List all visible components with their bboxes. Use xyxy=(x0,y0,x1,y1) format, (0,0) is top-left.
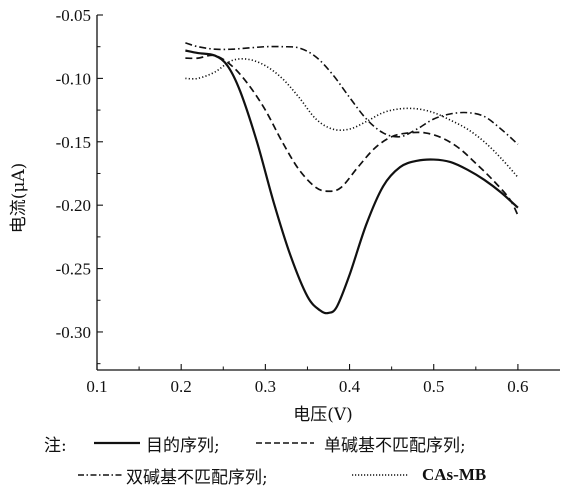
x-tick-label: 0.5 xyxy=(423,377,444,396)
y-tick-label: -0.30 xyxy=(56,323,91,342)
legend-swatch-dashdot xyxy=(78,474,122,476)
axis-ticks xyxy=(96,14,519,370)
x-tick-label: 0.3 xyxy=(255,377,276,396)
legend-prefix-label: 注: xyxy=(44,435,67,456)
tick-labels: 0.1 0.2 0.3 0.4 0.5 0.6 -0.05 -0.10 -0.15 -0.20 -0… xyxy=(56,6,529,396)
legend-item-cas-mb: CAs-MB xyxy=(350,460,486,490)
plot-frame xyxy=(96,15,560,371)
x-tick-label: 0.4 xyxy=(339,377,361,396)
legend-item-target-sequence: 目的序列; xyxy=(92,428,220,458)
series-line-solid xyxy=(185,49,519,315)
y-tick-label: -0.15 xyxy=(56,133,91,152)
legend-row-1: 注: 目的序列; 单碱基不匹配序列; xyxy=(0,428,572,458)
legend-swatch-solid xyxy=(94,441,140,445)
legend-label: 目的序列; xyxy=(146,435,220,456)
series-line-dashed xyxy=(185,54,519,216)
y-axis-label: 电流(μA) xyxy=(9,163,29,234)
legend-label: CAs-MB xyxy=(422,465,487,484)
legend-swatch-dashed xyxy=(256,442,314,444)
legend-label: 单碱基不匹配序列; xyxy=(324,435,466,456)
legend-row-2: 双碱基不匹配序列; CAs-MB xyxy=(0,460,572,490)
y-tick-label: -0.25 xyxy=(56,260,91,279)
y-tick-label: -0.05 xyxy=(56,6,91,25)
legend-prefix: 注: xyxy=(44,428,67,458)
series-line-dashdot xyxy=(185,42,519,145)
x-tick-label: 0.6 xyxy=(507,377,528,396)
x-axis-label: 电压(V) xyxy=(293,405,353,425)
series-lines xyxy=(185,42,519,315)
x-tick-label: 0.2 xyxy=(171,377,192,396)
legend-swatch-dotted xyxy=(352,474,408,476)
x-tick-label: 0.1 xyxy=(86,377,107,396)
legend-item-single-mismatch: 单碱基不匹配序列; xyxy=(254,428,466,458)
legend-label: 双碱基不匹配序列; xyxy=(126,467,268,488)
legend: 注: 目的序列; 单碱基不匹配序列; 双碱基不匹配序列; CAs-MB xyxy=(0,426,572,496)
y-tick-label: -0.20 xyxy=(56,196,91,215)
legend-item-double-mismatch: 双碱基不匹配序列; xyxy=(76,460,268,490)
series-line-dotted xyxy=(185,58,519,178)
y-tick-label: -0.10 xyxy=(56,69,91,88)
